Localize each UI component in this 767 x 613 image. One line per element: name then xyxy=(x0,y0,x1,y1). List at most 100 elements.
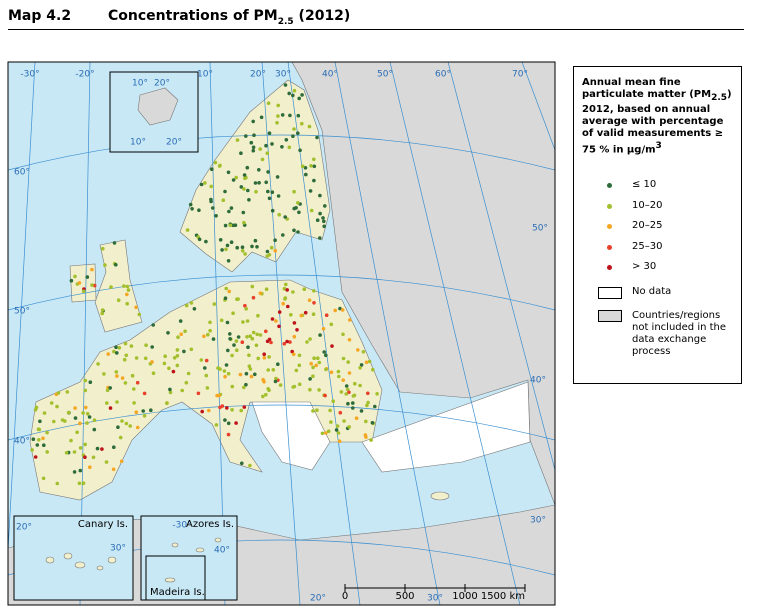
station xyxy=(318,211,322,216)
station xyxy=(344,384,349,388)
no-data-turkey xyxy=(361,381,531,473)
station xyxy=(223,189,227,194)
station xyxy=(322,224,327,229)
station xyxy=(242,220,246,225)
station xyxy=(243,303,247,308)
station xyxy=(35,443,40,447)
station xyxy=(341,356,346,361)
station xyxy=(277,324,281,329)
station xyxy=(261,394,265,399)
station xyxy=(265,151,270,155)
station xyxy=(309,361,314,366)
station xyxy=(264,329,268,334)
station xyxy=(246,345,250,350)
station xyxy=(242,385,246,390)
station xyxy=(262,380,266,384)
scale-bar xyxy=(344,584,526,592)
scale-label: 1000 xyxy=(452,591,477,602)
station xyxy=(135,425,140,430)
station xyxy=(96,362,100,366)
station xyxy=(92,283,97,288)
station xyxy=(151,371,156,376)
station xyxy=(292,206,297,211)
station xyxy=(37,438,41,442)
islands xyxy=(45,537,222,583)
station xyxy=(85,412,90,416)
station xyxy=(210,167,214,171)
station xyxy=(308,387,312,392)
station xyxy=(90,283,94,287)
station xyxy=(111,467,116,472)
station xyxy=(311,312,316,317)
station xyxy=(84,405,88,410)
station xyxy=(269,245,274,250)
station xyxy=(253,372,257,377)
graticule-label: 20° xyxy=(250,70,266,80)
station xyxy=(342,419,346,423)
station xyxy=(208,328,212,333)
station xyxy=(240,340,245,345)
station xyxy=(254,343,259,348)
station xyxy=(106,352,110,356)
station xyxy=(346,360,351,364)
station xyxy=(247,353,251,358)
station xyxy=(323,393,327,398)
station xyxy=(73,406,77,410)
station xyxy=(309,208,314,213)
station xyxy=(118,435,123,440)
station xyxy=(365,403,369,408)
station xyxy=(264,287,269,292)
station xyxy=(42,411,47,415)
station xyxy=(211,206,215,210)
station xyxy=(100,311,104,316)
station xyxy=(64,451,69,455)
station xyxy=(330,344,334,348)
station xyxy=(266,368,271,372)
station xyxy=(270,142,274,146)
station xyxy=(69,278,74,283)
station xyxy=(208,320,212,325)
station xyxy=(207,408,211,413)
inset-graticule-label: 20° xyxy=(16,523,32,533)
station xyxy=(176,335,180,340)
station xyxy=(77,481,82,486)
legend-dot xyxy=(607,203,612,209)
station xyxy=(223,374,227,379)
station xyxy=(105,388,110,393)
station xyxy=(149,408,153,413)
station xyxy=(370,421,375,425)
station xyxy=(348,318,352,322)
graticule-label: 40° xyxy=(530,376,546,386)
station xyxy=(300,164,305,168)
station xyxy=(274,376,278,381)
station xyxy=(245,335,249,339)
station xyxy=(240,461,244,466)
station xyxy=(356,348,360,352)
station xyxy=(124,421,129,426)
station xyxy=(251,145,256,150)
graticule-label: 30° xyxy=(275,70,291,80)
station xyxy=(77,281,82,285)
station xyxy=(304,172,308,177)
station xyxy=(204,358,209,363)
station xyxy=(290,349,295,354)
station xyxy=(211,337,216,341)
station xyxy=(122,284,126,288)
station xyxy=(308,377,312,381)
station xyxy=(120,419,124,423)
station xyxy=(236,297,240,301)
station xyxy=(329,370,334,375)
station xyxy=(120,376,125,380)
station xyxy=(258,333,263,337)
station xyxy=(45,450,49,454)
graticule-label: 60° xyxy=(435,70,451,80)
madeira-inset xyxy=(145,555,206,601)
station xyxy=(282,341,287,346)
station xyxy=(230,353,234,358)
station xyxy=(101,246,105,251)
station xyxy=(273,248,278,253)
map-title: Concentrations of PM2.5 (2012) xyxy=(108,8,350,27)
station xyxy=(168,387,172,392)
station xyxy=(248,367,253,371)
station xyxy=(83,442,87,447)
